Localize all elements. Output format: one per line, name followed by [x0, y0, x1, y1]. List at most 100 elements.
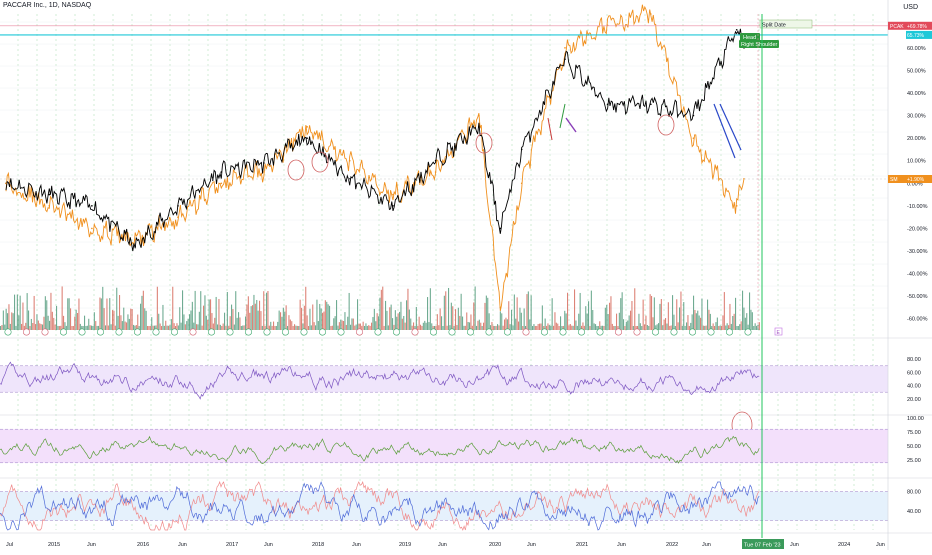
event-marker[interactable] [374, 328, 382, 336]
event-marker[interactable] [226, 328, 234, 336]
event-marker[interactable] [540, 328, 548, 336]
stoch-d-line[interactable] [0, 480, 760, 531]
data-point [91, 227, 93, 230]
earnings-marker[interactable] [774, 327, 783, 336]
event-marker[interactable] [281, 328, 289, 336]
time-axis-label: 2020 [489, 542, 501, 548]
event-marker[interactable] [744, 328, 752, 336]
volume-bar [399, 311, 401, 330]
event-marker[interactable] [318, 328, 326, 336]
volume-bar [550, 325, 552, 330]
volume-bar [747, 324, 749, 330]
event-marker[interactable] [4, 328, 12, 336]
event-marker[interactable] [392, 328, 400, 336]
arrow-purple[interactable] [565, 117, 577, 133]
event-marker[interactable] [245, 328, 253, 336]
trend-line[interactable] [713, 103, 736, 159]
volume-bar [729, 303, 731, 330]
event-marker[interactable] [448, 328, 456, 336]
stoch-k-line[interactable] [0, 481, 760, 531]
volume-bar [667, 302, 669, 330]
arrow-green[interactable] [559, 103, 566, 129]
volume-bar [32, 323, 34, 330]
volume-bar [735, 297, 737, 330]
data-point [499, 227, 502, 230]
volume-bar [18, 315, 20, 330]
volume-bar [624, 325, 626, 330]
data-point [650, 103, 652, 106]
volume-bar [737, 325, 739, 330]
volume-bar [698, 315, 700, 330]
volume-bar [177, 325, 179, 330]
annotation-circle[interactable] [287, 159, 305, 181]
volume-bar [408, 309, 410, 330]
split-date-tag[interactable] [759, 19, 813, 29]
event-marker[interactable] [577, 328, 585, 336]
event-marker[interactable] [614, 328, 622, 336]
volume-bar [739, 324, 741, 330]
volume-bar [141, 295, 143, 330]
event-marker[interactable] [59, 328, 67, 336]
event-marker[interactable] [22, 328, 30, 336]
event-marker[interactable] [41, 328, 49, 336]
volume-bar [487, 297, 489, 330]
event-marker[interactable] [78, 328, 86, 336]
event-marker[interactable] [97, 328, 105, 336]
event-marker[interactable] [688, 328, 696, 336]
event-marker[interactable] [115, 328, 123, 336]
series-pcak-line[interactable] [5, 28, 745, 252]
annotation-circle[interactable] [657, 114, 675, 136]
arrow-red[interactable] [547, 117, 553, 141]
event-marker[interactable] [485, 328, 493, 336]
event-marker[interactable] [596, 328, 604, 336]
event-marker[interactable] [707, 328, 715, 336]
volume-bar [261, 325, 263, 330]
event-marker[interactable] [152, 328, 160, 336]
volume-bar [4, 324, 6, 330]
event-marker[interactable] [208, 328, 216, 336]
annotation-circle[interactable] [311, 151, 329, 173]
mid-tick-label: 75.00 [907, 430, 921, 436]
indicator-line[interactable] [0, 435, 760, 464]
event-marker[interactable] [300, 328, 308, 336]
event-marker[interactable] [171, 328, 179, 336]
event-marker[interactable] [189, 328, 197, 336]
data-point [263, 171, 265, 173]
volume-bar [180, 322, 182, 330]
volume-bar [554, 312, 556, 330]
volume-bar [113, 310, 115, 330]
event-marker[interactable] [503, 328, 511, 336]
volume-bar [397, 313, 399, 330]
event-marker[interactable] [134, 328, 142, 336]
series-sm-line[interactable] [5, 4, 745, 312]
event-marker[interactable] [466, 328, 474, 336]
annotation-circle[interactable] [475, 132, 493, 154]
event-marker[interactable] [263, 328, 271, 336]
event-marker[interactable] [337, 328, 345, 336]
data-point [692, 114, 695, 117]
rsi-line[interactable] [0, 361, 760, 400]
event-marker[interactable] [651, 328, 659, 336]
volume-bar [702, 325, 704, 330]
event-marker[interactable] [559, 328, 567, 336]
event-marker[interactable] [411, 328, 419, 336]
event-marker[interactable] [429, 328, 437, 336]
event-marker[interactable] [670, 328, 678, 336]
data-point [735, 205, 738, 207]
event-marker[interactable] [725, 328, 733, 336]
head-label-bg [740, 33, 760, 41]
volume-bar [641, 325, 643, 330]
volume-bar [191, 301, 193, 330]
volume-bar [700, 317, 702, 330]
volume-bar [382, 286, 384, 330]
trend-line[interactable] [719, 103, 742, 151]
volume-bar [376, 313, 378, 330]
volume-bar [546, 325, 548, 330]
event-marker[interactable] [355, 328, 363, 336]
event-marker[interactable] [522, 328, 530, 336]
volume-bar [534, 325, 536, 330]
event-marker[interactable] [633, 328, 641, 336]
data-point [392, 193, 394, 196]
volume-bar [98, 325, 100, 330]
